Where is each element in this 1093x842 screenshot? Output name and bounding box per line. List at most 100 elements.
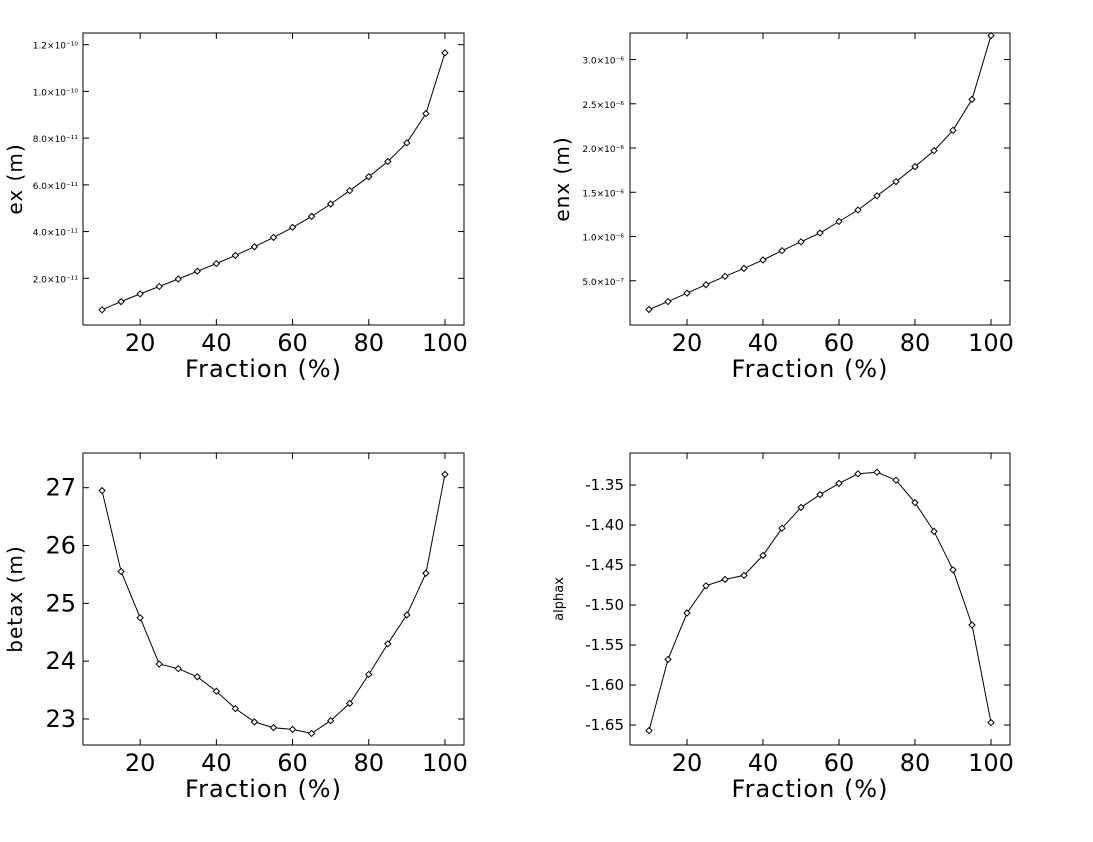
chart-betax-y-tick-label: 23 (45, 705, 76, 733)
chart-betax-x-tick-label: 40 (201, 749, 232, 777)
chart-ex-x-tick-label: 80 (353, 329, 384, 357)
chart-enx-x-axis-title: Fraction (%) (732, 355, 889, 383)
chart-alphax-data-point (778, 524, 786, 532)
chart-alphax-y-tick-label: -1.65 (585, 716, 624, 734)
chart-enx-data-point (740, 264, 748, 273)
chart-ex-data-point (136, 290, 144, 298)
chart-ex-y-tick-label: 6.0×10⁻¹¹ (33, 182, 79, 192)
panel-betax: 20 40 60 80 100 23 24 25 26 27 Fraction (%) betax (… (3, 452, 468, 803)
chart-betax-x-tick-label: 60 (277, 749, 308, 777)
chart-enx-data-point (759, 256, 767, 264)
chart-ex-data-point (307, 212, 316, 221)
chart-alphax-y-tick-label: -1.55 (585, 636, 624, 654)
chart-alphax-y-tick-label: -1.35 (585, 476, 624, 494)
chart-alphax-y-axis-title: alphax (552, 577, 567, 621)
chart-enx-x-tick-label: 60 (824, 329, 855, 357)
chart-alphax-x-axis-title: Fraction (%) (732, 775, 889, 803)
chart-alphax-plot-frame (629, 452, 1011, 746)
chart-betax-y-axis-title: betax (m) (3, 545, 27, 652)
chart-alphax-y-tick-label: -1.40 (585, 516, 624, 534)
chart-alphax-data-point (949, 566, 957, 574)
chart-alphax-data-point (835, 479, 843, 488)
chart-ex-data-point (326, 200, 335, 208)
chart-ex-data-point (403, 139, 411, 147)
chart-enx-data-point (930, 146, 938, 155)
chart-ex-data-point (212, 259, 221, 268)
chart-ex-x-tick-label: 40 (201, 329, 232, 357)
chart-ex-x-tick-label: 60 (277, 329, 308, 357)
chart-enx-data-point (873, 192, 881, 200)
chart-ex-data-point (288, 223, 297, 232)
chart-alphax-data-point (854, 470, 862, 478)
chart-betax-y-tick-label: 27 (45, 474, 76, 502)
chart-enx-y-tick-label: 2.0×10⁻⁶ (582, 145, 624, 155)
chart-alphax-data-point (987, 718, 995, 727)
chart-betax-x-tick-label: 20 (125, 749, 156, 777)
chart-alphax-series-line (648, 471, 992, 731)
chart-betax-x-tick-label: 100 (422, 749, 468, 777)
chart-ex-series-line (101, 52, 446, 311)
chart-enx-y-tick-label: 1.5×10⁻⁶ (582, 189, 624, 199)
chart-alphax-data-point (930, 527, 938, 536)
chart-ex-data-point (269, 233, 278, 242)
chart-ex-data-point (250, 243, 259, 251)
chart-enx-plot-frame (629, 32, 1011, 326)
chart-betax-y-tick-label: 26 (45, 532, 76, 560)
chart-alphax-y-tick-label: -1.60 (585, 676, 624, 694)
chart-ex-y-tick-label: 1.0×10⁻¹⁰ (33, 88, 79, 98)
chart-ex-data-point (193, 267, 202, 275)
chart-ex-data-point (117, 297, 125, 306)
chart-enx-data-point (949, 126, 957, 135)
chart-betax-data-point (155, 660, 163, 668)
chart-betax-plot-frame (82, 452, 465, 746)
chart-ex-data-point (98, 306, 106, 314)
chart-ex-y-axis-title: ex (m) (3, 143, 27, 214)
chart-enx-data-point (721, 272, 729, 281)
chart-betax-data-point (231, 704, 240, 713)
chart-enx-data-point (683, 289, 691, 297)
chart-alphax-x-tick-label: 40 (748, 749, 779, 777)
chart-betax-data-point (212, 687, 221, 695)
chart-ex-data-point (422, 109, 430, 118)
chart-alphax-x-tick-label: 80 (900, 749, 931, 777)
chart-enx-y-tick-label: 5.0×10⁻⁷ (582, 278, 624, 288)
chart-alphax-data-point (873, 468, 881, 476)
chart-betax-data-point (136, 614, 144, 622)
chart-betax-data-point (117, 567, 125, 576)
chart-alphax-data-point (797, 503, 805, 512)
chart-betax-data-point (441, 470, 449, 479)
chart-ex-y-tick-label: 2.0×10⁻¹¹ (33, 275, 79, 285)
chart-ex-data-point (365, 172, 373, 181)
chart-enx-data-point (854, 206, 862, 214)
chart-alphax-y-tick-label: -1.50 (585, 596, 624, 614)
chart-enx-data-point (645, 305, 653, 314)
chart-betax-y-tick-label: 25 (45, 589, 76, 617)
chart-betax-x-tick-label: 80 (353, 749, 384, 777)
chart-betax-data-point (307, 729, 316, 738)
chart-enx-x-tick-label: 100 (968, 329, 1014, 357)
chart-alphax-x-tick-label: 60 (824, 749, 855, 777)
chart-enx-data-point (797, 238, 805, 246)
chart-enx-data-point (892, 177, 900, 186)
chart-enx-x-tick-label: 40 (748, 329, 779, 357)
chart-ex-data-point (174, 275, 182, 283)
chart-betax-data-point (288, 725, 297, 734)
chart-ex-data-point (345, 186, 354, 195)
chart-enx-y-axis-title: enx (m) (550, 136, 574, 221)
chart-alphax-data-point (721, 575, 729, 584)
chart-betax-data-point (403, 611, 411, 619)
chart-ex-data-point (155, 282, 163, 291)
chart-ex-data-point (441, 49, 449, 57)
chart-enx-data-point (987, 31, 995, 40)
chart-ex-x-tick-label: 100 (422, 329, 468, 357)
chart-betax-series-line (101, 474, 446, 734)
panel-enx: 20 40 60 80 100 5.0×10⁻⁷ 1.0×10⁻⁶ 1.5×10⁻⁶ 2.0×1… (550, 31, 1014, 383)
chart-enx-data-point (778, 246, 786, 255)
chart-ex-data-point (231, 251, 240, 260)
chart-betax-data-point (365, 670, 373, 679)
chart-alphax-data-point (740, 571, 748, 580)
chart-alphax-data-point (911, 498, 919, 507)
chart-alphax-data-point (968, 621, 976, 629)
chart-ex-data-point (384, 157, 392, 166)
chart-enx-x-tick-label: 20 (672, 329, 703, 357)
